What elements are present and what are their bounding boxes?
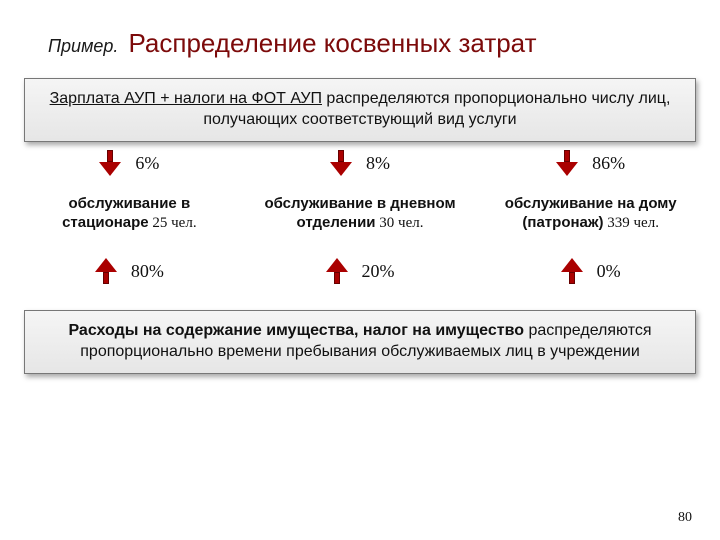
arrow-down-group: 6% (99, 150, 159, 176)
bottom-pct-2: 20% (362, 261, 395, 282)
title-prefix: Пример. (48, 36, 118, 57)
top-pct-2: 8% (366, 153, 390, 174)
arrow-down-group: 8% (330, 150, 390, 176)
service-col-1: обслуживание в стационаре 25 чел. (24, 195, 235, 233)
arrow-up-group: 0% (561, 258, 621, 284)
arrow-up-group: 20% (326, 258, 395, 284)
bottom-pct-3: 0% (597, 261, 621, 282)
col-2-bottom: 20% (255, 258, 466, 284)
arrow-down-icon (556, 150, 578, 176)
page-number: 80 (678, 510, 692, 526)
service-col-2: обслуживание в дневном отделении 30 чел. (255, 195, 466, 233)
service-1-count: 25 чел. (149, 215, 197, 231)
bottom-box-bold: Расходы на содержание имущества, налог н… (68, 322, 524, 339)
service-box-2: обслуживание в дневном отделении 30 чел. (255, 195, 466, 233)
col-2-top: 8% (255, 150, 466, 176)
arrow-down-icon (99, 150, 121, 176)
bottom-info-box: Расходы на содержание имущества, налог н… (24, 310, 696, 374)
top-pct-3: 86% (592, 153, 625, 174)
arrow-down-icon (330, 150, 352, 176)
top-box-underlined: Зарплата АУП + налоги на ФОТ АУП (50, 90, 322, 107)
col-1-top: 6% (24, 150, 235, 176)
bottom-arrow-row: 80% 20% 0% (24, 258, 696, 284)
top-arrow-row: 6% 8% 86% (24, 150, 696, 176)
col-3-top: 86% (485, 150, 696, 176)
service-2-count: 30 чел. (376, 215, 424, 231)
title: Пример. Распределение косвенных затрат (48, 28, 690, 59)
service-2-bold: обслуживание в дневном отделении (264, 195, 455, 231)
title-main: Распределение косвенных затрат (128, 28, 536, 59)
arrow-up-icon (95, 258, 117, 284)
arrow-up-group: 80% (95, 258, 164, 284)
arrow-up-icon (561, 258, 583, 284)
service-box-1: обслуживание в стационаре 25 чел. (24, 195, 235, 233)
col-1-bottom: 80% (24, 258, 235, 284)
col-3-bottom: 0% (485, 258, 696, 284)
bottom-pct-1: 80% (131, 261, 164, 282)
service-3-count: 339 чел. (604, 215, 659, 231)
arrow-down-group: 86% (556, 150, 625, 176)
service-col-3: обслуживание на дому (патронаж) 339 чел. (485, 195, 696, 233)
service-box-3: обслуживание на дому (патронаж) 339 чел. (485, 195, 696, 233)
arrow-up-icon (326, 258, 348, 284)
top-info-box: Зарплата АУП + налоги на ФОТ АУП распред… (24, 78, 696, 142)
top-pct-1: 6% (135, 153, 159, 174)
service-row: обслуживание в стационаре 25 чел. обслуж… (24, 195, 696, 233)
